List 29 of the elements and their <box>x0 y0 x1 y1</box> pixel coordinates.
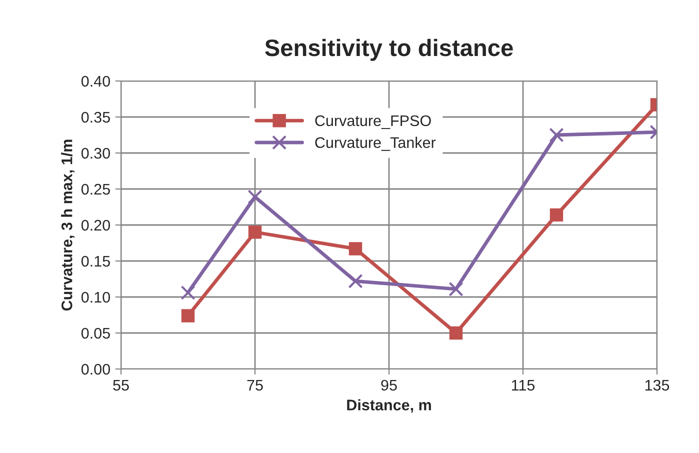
y-tick-label: 0.05 <box>81 328 110 339</box>
y-tick-label: 0.00 <box>81 364 110 375</box>
chart-title: Sensitivity to distance <box>265 38 513 61</box>
y-axis-title: Curvature, 3 h max, 1/m <box>61 140 74 311</box>
y-tick-label: 0.10 <box>81 292 110 303</box>
point <box>549 128 564 142</box>
point <box>348 274 363 288</box>
point <box>448 282 464 296</box>
y-tick-label: 0.15 <box>81 256 110 267</box>
point <box>180 285 196 300</box>
point <box>550 208 564 222</box>
point <box>248 226 262 239</box>
y-tick-label: 0.35 <box>81 112 110 123</box>
legend-label: Curvature_FPSO <box>315 115 431 130</box>
x-tick-label: 95 <box>381 380 397 391</box>
y-tick-label: 0.40 <box>81 76 110 87</box>
point <box>181 309 195 322</box>
legend-label: Curvature_Tanker <box>315 136 436 151</box>
y-tick-label: 0.25 <box>81 184 110 195</box>
point <box>248 190 262 204</box>
y-tick-label: 0.20 <box>81 220 110 231</box>
x-tick-label: 75 <box>247 380 263 391</box>
x-axis-title: Distance, m <box>347 399 431 413</box>
x-tick-label: 55 <box>113 380 129 391</box>
x-tick-label: 135 <box>645 380 670 391</box>
y-tick-label: 0.30 <box>81 148 110 159</box>
x-tick-label: 115 <box>512 380 535 391</box>
point <box>348 242 362 256</box>
point <box>449 326 463 340</box>
